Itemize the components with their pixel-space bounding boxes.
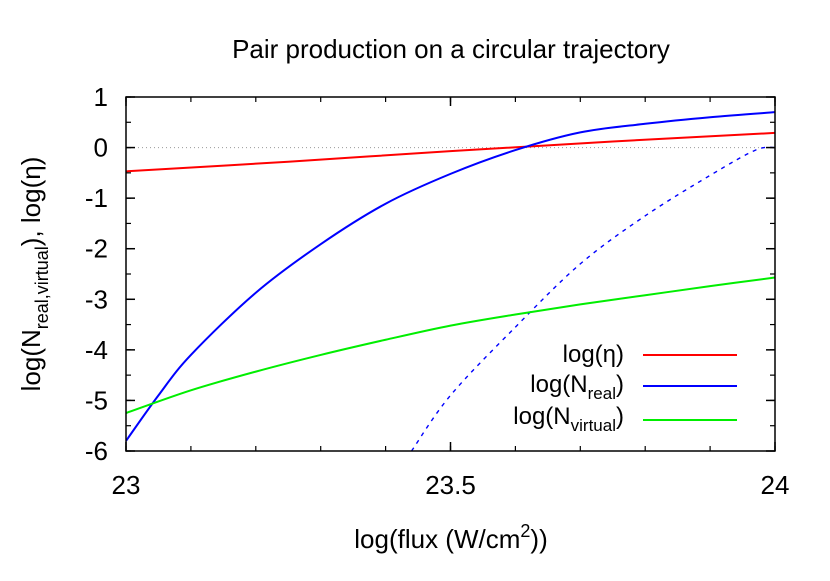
y-tick-label: 0 [94, 133, 108, 163]
y-axis-label-b: ), log(η) [16, 157, 46, 247]
x-tick-label: 23.5 [425, 470, 476, 500]
legend-label-n-virtual: log(Nvirtual) [513, 403, 624, 435]
series-layer [126, 111, 775, 451]
x-tick-label: 24 [761, 470, 790, 500]
y-tick-label: -2 [85, 234, 108, 264]
legend-label-n-virtual-tail: ) [616, 403, 624, 430]
plot-frame [125, 96, 776, 452]
legend-label-n-real-tail: ) [616, 371, 624, 398]
y-tick-labels: 1 0 -1 -2 -3 -4 -5 -6 [85, 82, 108, 466]
legend-label-eta-main: log(η) [563, 341, 624, 368]
legend-label-eta: log(η) [563, 341, 624, 368]
tick-marks [125, 96, 776, 452]
series-line-n-real [126, 111, 775, 442]
chart-title: Pair production on a circular trajectory [232, 34, 670, 64]
legend-label-n-real-main: log(N [530, 371, 587, 398]
x-axis-label-tail: )) [530, 524, 547, 554]
legend-label-n-real-sub: real [588, 384, 616, 403]
y-tick-label: -4 [85, 335, 108, 365]
y-axis-label: log(Nreal,virtual), log(η) [16, 157, 52, 392]
series-line-n-real-dotted [410, 146, 775, 451]
y-axis-label-sub: real,virtual [32, 246, 52, 329]
series-line-eta [126, 131, 775, 173]
legend-label-n-real: log(Nreal) [530, 371, 624, 403]
y-tick-label: -1 [85, 183, 108, 213]
x-axis-label-main: log(flux (W/cm [354, 524, 520, 554]
y-tick-label: 1 [94, 82, 108, 112]
legend: log(η) log(Nreal) log(Nvirtual) [513, 341, 737, 435]
legend-label-n-virtual-sub: virtual [571, 416, 616, 435]
x-axis-label: log(flux (W/cm2)) [354, 521, 547, 554]
x-tick-labels: 23 23.5 24 [112, 470, 790, 500]
y-tick-label: -3 [85, 284, 108, 314]
series-line-n-virtual [126, 276, 775, 415]
x-axis-label-sup: 2 [520, 521, 530, 541]
x-tick-label: 23 [112, 470, 141, 500]
y-tick-label: -6 [85, 436, 108, 466]
y-tick-label: -5 [85, 385, 108, 415]
legend-label-n-virtual-main: log(N [513, 403, 570, 430]
y-axis-label-a: log(N [16, 329, 46, 391]
